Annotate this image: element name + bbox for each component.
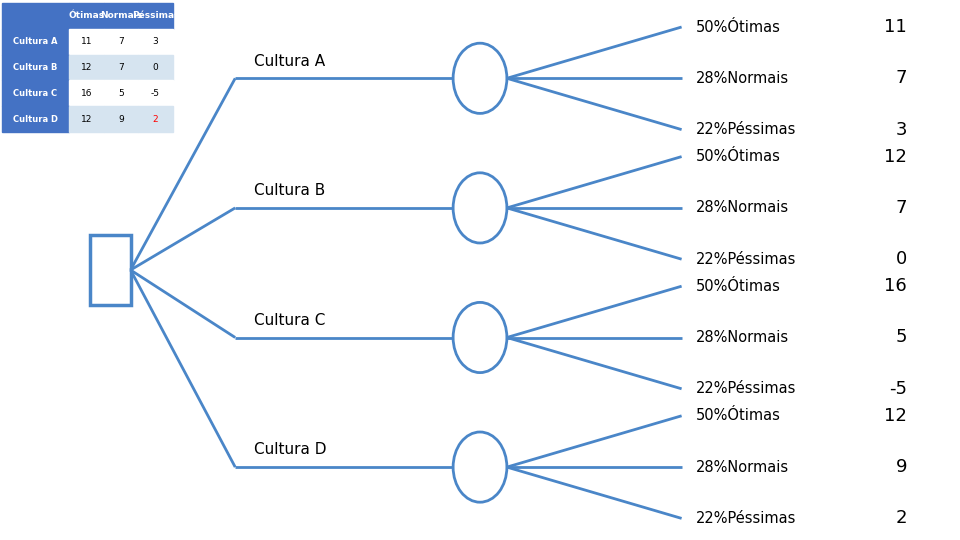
Text: 11: 11	[81, 37, 92, 46]
Text: 2: 2	[153, 115, 158, 124]
Text: Cultura C: Cultura C	[254, 313, 325, 328]
Bar	[138, 3, 173, 29]
Bar	[69, 80, 104, 106]
Bar	[69, 3, 104, 29]
Bar	[2, 106, 69, 132]
Text: Cultura A: Cultura A	[254, 53, 325, 69]
Text: Cultura D: Cultura D	[254, 442, 327, 457]
Text: 22%Péssimas: 22%Péssimas	[696, 122, 797, 137]
Text: 9: 9	[118, 115, 124, 124]
Bar	[69, 106, 104, 132]
Text: Péssimas: Péssimas	[132, 11, 180, 20]
Text: 28%Normais: 28%Normais	[696, 71, 789, 86]
Text: 7: 7	[896, 69, 907, 87]
Text: 28%Normais: 28%Normais	[696, 330, 789, 345]
Text: 28%Normais: 28%Normais	[696, 200, 789, 215]
Bar	[69, 55, 104, 80]
Text: 9: 9	[896, 458, 907, 476]
Bar	[138, 80, 173, 106]
Bar	[104, 55, 138, 80]
Text: 22%Péssimas: 22%Péssimas	[696, 381, 797, 396]
Text: Cultura B: Cultura B	[254, 183, 325, 198]
Text: Ótimas: Ótimas	[68, 11, 105, 20]
Text: 28%Normais: 28%Normais	[696, 460, 789, 475]
Text: -5: -5	[889, 380, 907, 398]
Bar	[69, 29, 104, 55]
Text: 22%Péssimas: 22%Péssimas	[696, 252, 797, 267]
Bar	[138, 55, 173, 80]
Text: -5: -5	[151, 89, 160, 98]
Text: 50%Ótimas: 50%Ótimas	[696, 19, 780, 35]
Text: 7: 7	[118, 37, 124, 46]
Text: 12: 12	[884, 407, 907, 425]
Text: 3: 3	[896, 120, 907, 139]
Text: 16: 16	[81, 89, 92, 98]
Bar	[138, 106, 173, 132]
Text: Cultura B: Cultura B	[13, 63, 58, 72]
Bar	[2, 3, 69, 29]
Text: 50%Ótimas: 50%Ótimas	[696, 408, 780, 423]
Bar	[2, 80, 69, 106]
Bar	[104, 106, 138, 132]
Text: 50%Ótimas: 50%Ótimas	[696, 149, 780, 164]
Text: Cultura C: Cultura C	[13, 89, 58, 98]
Text: 50%Ótimas: 50%Ótimas	[696, 279, 780, 294]
Text: 5: 5	[896, 328, 907, 347]
Bar	[138, 29, 173, 55]
Text: 12: 12	[81, 63, 92, 72]
Text: 22%Péssimas: 22%Péssimas	[696, 511, 797, 526]
Text: 12: 12	[81, 115, 92, 124]
Text: 2: 2	[896, 509, 907, 528]
Text: 3: 3	[153, 37, 158, 46]
Text: 7: 7	[896, 199, 907, 217]
Text: 16: 16	[884, 277, 907, 295]
Text: 11: 11	[884, 18, 907, 36]
Text: Cultura D: Cultura D	[13, 115, 58, 124]
Text: 5: 5	[118, 89, 124, 98]
Bar	[104, 80, 138, 106]
Bar	[104, 29, 138, 55]
Text: 12: 12	[884, 147, 907, 166]
Bar	[2, 55, 69, 80]
Bar	[104, 3, 138, 29]
Text: 0: 0	[153, 63, 158, 72]
Bar	[2, 29, 69, 55]
Text: 7: 7	[118, 63, 124, 72]
Text: Cultura A: Cultura A	[13, 37, 58, 46]
Text: 0: 0	[896, 250, 907, 268]
Bar	[90, 235, 131, 305]
Text: Normais: Normais	[100, 11, 142, 20]
